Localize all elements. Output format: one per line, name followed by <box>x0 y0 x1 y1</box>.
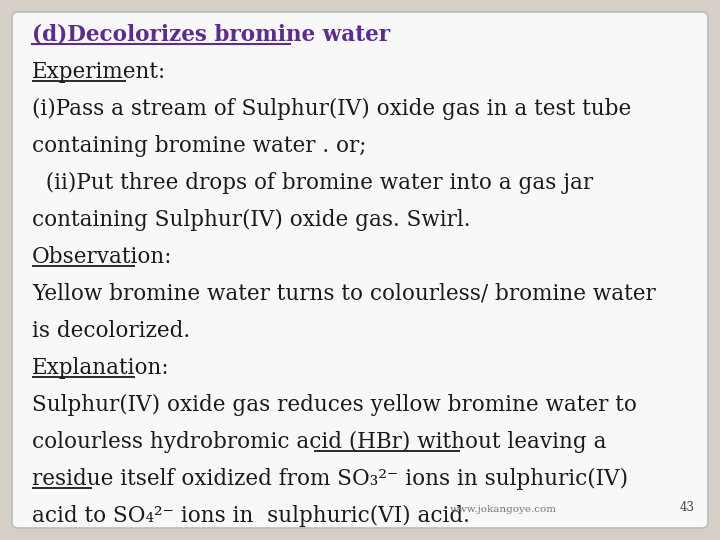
Text: (i)Pass a stream of Sulphur(IV) oxide gas in a test tube: (i)Pass a stream of Sulphur(IV) oxide ga… <box>32 98 631 120</box>
FancyBboxPatch shape <box>12 12 708 528</box>
Text: acid to SO₄²⁻ ions in  sulphuric(VI) acid.: acid to SO₄²⁻ ions in sulphuric(VI) acid… <box>32 505 470 527</box>
Text: is decolorized.: is decolorized. <box>32 320 190 342</box>
Text: containing bromine water . or;: containing bromine water . or; <box>32 135 366 157</box>
Text: Yellow bromine water turns to colourless/ bromine water: Yellow bromine water turns to colourless… <box>32 283 656 305</box>
Text: containing Sulphur(IV) oxide gas. Swirl.: containing Sulphur(IV) oxide gas. Swirl. <box>32 209 470 231</box>
Text: (d)Decolorizes bromine water: (d)Decolorizes bromine water <box>32 24 390 46</box>
Text: colourless hydrobromic acid (HBr) without leaving a: colourless hydrobromic acid (HBr) withou… <box>32 431 606 453</box>
Text: www.jokangoye.com: www.jokangoye.com <box>450 505 557 514</box>
Text: Sulphur(IV) oxide gas reduces yellow bromine water to: Sulphur(IV) oxide gas reduces yellow bro… <box>32 394 637 416</box>
Text: 43: 43 <box>680 501 695 514</box>
Text: Experiment:: Experiment: <box>32 61 166 83</box>
Text: Explanation:: Explanation: <box>32 357 170 379</box>
Text: Observation:: Observation: <box>32 246 173 268</box>
Text: (ii)Put three drops of bromine water into a gas jar: (ii)Put three drops of bromine water int… <box>32 172 593 194</box>
Text: residue itself oxidized from SO₃²⁻ ions in sulphuric(IV): residue itself oxidized from SO₃²⁻ ions … <box>32 468 628 490</box>
